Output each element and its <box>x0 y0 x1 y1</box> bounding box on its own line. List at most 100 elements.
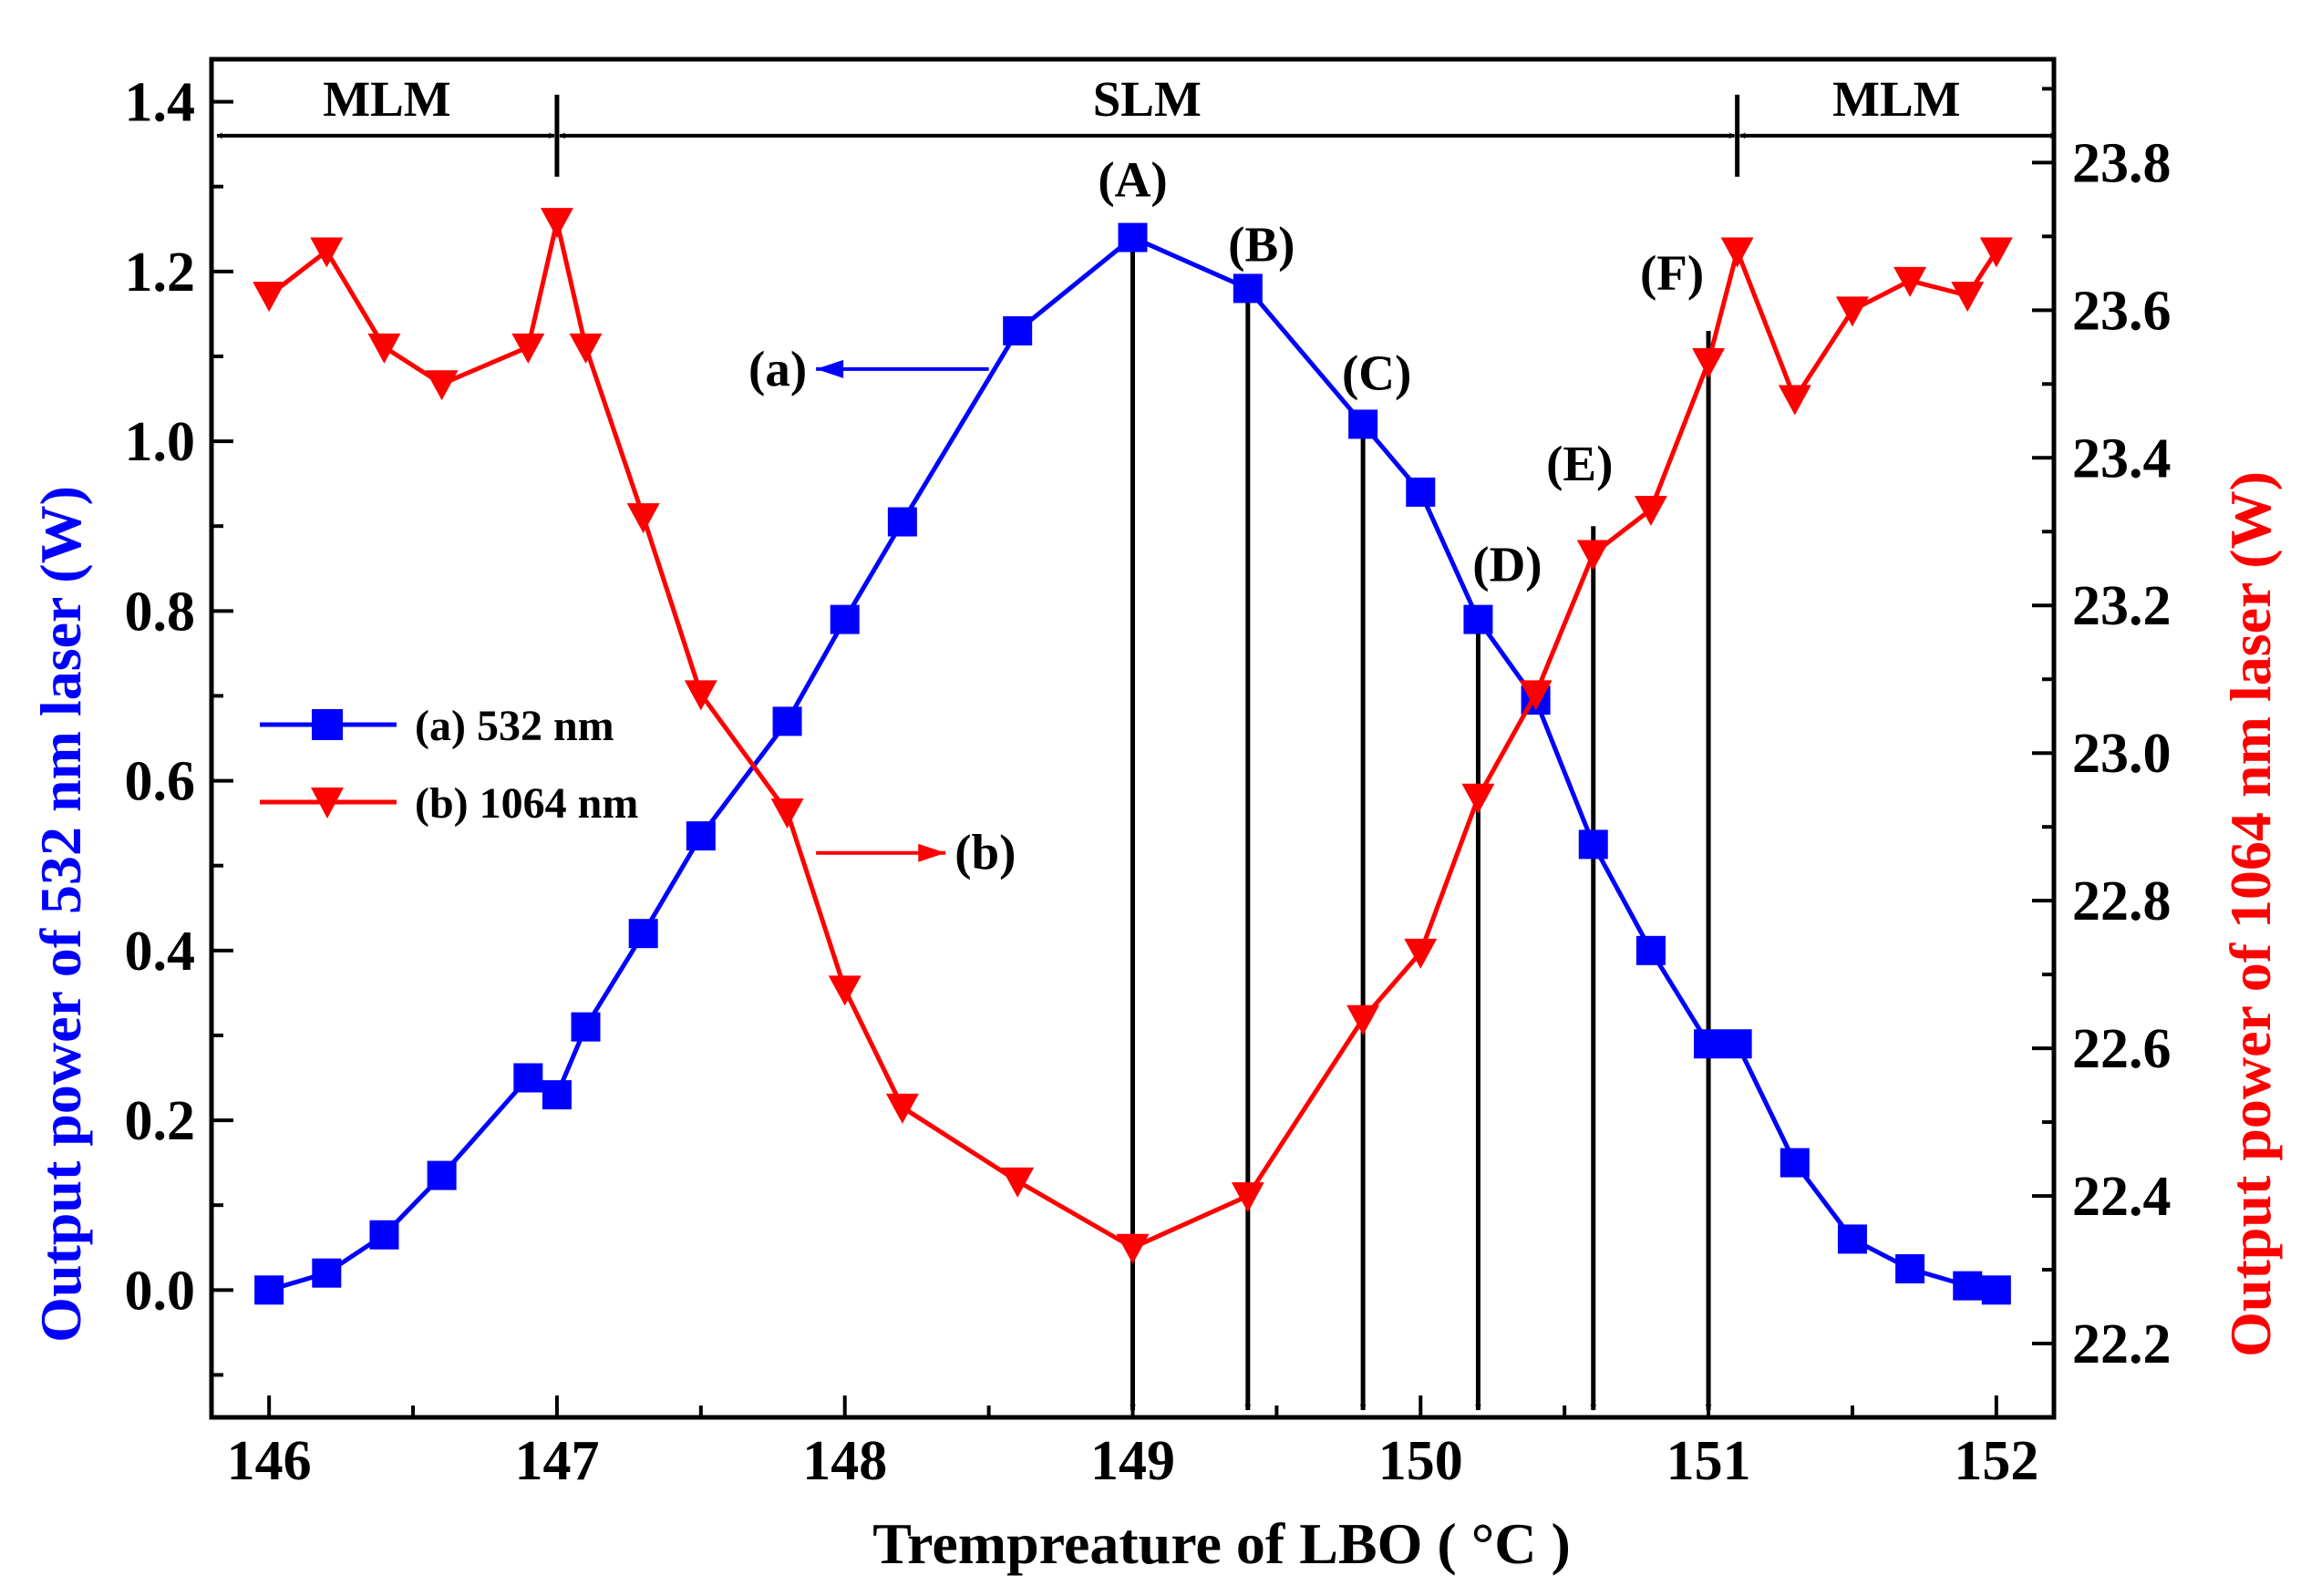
data-point-532 <box>1981 1275 2011 1305</box>
data-point-1064 <box>1576 540 1610 571</box>
marker-label: (E) <box>1546 436 1613 491</box>
legend-label-b: (b) 1064 nm <box>415 779 638 828</box>
data-point-532 <box>571 1012 601 1042</box>
y-axis-right-title: Output power of 1064 nm laser (W) <box>2218 471 2283 1357</box>
pointer-arrow-head <box>918 843 946 862</box>
data-point-1064 <box>684 680 717 711</box>
y-left-tick-label: 1.2 <box>125 242 196 304</box>
x-tick-label: 150 <box>1378 1430 1463 1492</box>
marker-label: (B) <box>1228 216 1295 272</box>
data-point-1064 <box>885 1093 919 1124</box>
data-point-532 <box>1463 604 1493 634</box>
y-left-tick-label: 0.6 <box>125 751 196 813</box>
y-left-tick-label: 0.0 <box>125 1260 196 1322</box>
data-point-1064 <box>1692 348 1726 379</box>
data-point-532 <box>513 1063 543 1093</box>
data-point-1064 <box>1835 296 1869 327</box>
data-point-532 <box>427 1160 457 1190</box>
y-left-tick-label: 0.8 <box>125 581 196 643</box>
y-right-tick-label: 22.4 <box>2072 1166 2172 1228</box>
data-point-1064 <box>540 208 573 239</box>
marker-label: (A) <box>1098 152 1167 208</box>
data-point-1064 <box>425 370 459 401</box>
data-point-1064 <box>253 282 286 313</box>
data-point-532 <box>1118 222 1148 252</box>
legend-entry-a: (a) 532 nm <box>260 702 614 750</box>
data-point-532 <box>1003 316 1033 345</box>
data-point-532 <box>1722 1029 1752 1059</box>
y-right-tick-label: 23.6 <box>2072 280 2172 342</box>
x-tick-label: 151 <box>1666 1430 1751 1492</box>
data-point-532 <box>1953 1271 1983 1301</box>
data-point-1064 <box>511 333 545 364</box>
y-right-tick-label: 23.2 <box>2072 575 2172 637</box>
y-left-tick-label: 0.2 <box>125 1090 196 1152</box>
data-point-532 <box>1895 1254 1925 1284</box>
region-label: SLM <box>1093 71 1202 127</box>
data-point-532 <box>1578 829 1608 860</box>
data-point-532 <box>312 1258 342 1288</box>
y-right-tick-label: 22.6 <box>2072 1018 2172 1080</box>
data-point-1064 <box>1519 680 1553 711</box>
data-point-532 <box>1780 1148 1810 1178</box>
data-point-1064 <box>1634 495 1667 526</box>
data-point-1064 <box>770 798 804 829</box>
legend-entry-b: (b) 1064 nm <box>260 779 638 828</box>
x-tick-label: 146 <box>227 1430 312 1492</box>
x-tick-label: 149 <box>1090 1430 1175 1492</box>
data-point-1064 <box>828 975 861 1006</box>
x-tick-label: 152 <box>1954 1430 2038 1492</box>
data-point-532 <box>830 604 860 634</box>
data-point-1064 <box>1231 1182 1264 1213</box>
x-axis-title: Trempreature of LBO ( °C ) <box>872 1511 1571 1576</box>
y-left-tick-label: 1.0 <box>125 411 196 473</box>
data-point-1064 <box>1404 938 1438 969</box>
y-left-tick-label: 1.4 <box>125 72 196 134</box>
y-right-tick-label: 23.8 <box>2072 132 2172 194</box>
data-point-1064 <box>1778 385 1811 416</box>
legend-square-marker <box>312 709 343 740</box>
data-point-532 <box>542 1080 572 1110</box>
data-point-532 <box>254 1275 284 1305</box>
marker-label: (F) <box>1640 245 1704 301</box>
marker-label: (D) <box>1472 537 1542 592</box>
data-point-532 <box>1635 935 1666 965</box>
data-point-1064 <box>1461 783 1495 814</box>
data-point-532 <box>1837 1224 1867 1254</box>
y-left-tick-label: 0.4 <box>125 921 196 983</box>
pointer-label: (a) <box>748 341 807 396</box>
data-point-1064 <box>1720 237 1754 268</box>
data-point-532 <box>686 821 716 851</box>
data-point-532 <box>369 1220 399 1250</box>
data-point-532 <box>1233 273 1263 304</box>
data-point-1064 <box>1893 266 1927 297</box>
marker-label: (C) <box>1342 345 1411 400</box>
plot-area: 146 147 148 149 150 151 152 0.0 0.2 0.4 0.6 0.8 1.0 1… <box>125 57 2172 1492</box>
legend-label-a: (a) 532 nm <box>415 702 614 750</box>
legend: (a) 532 nm (b) 1064 nm <box>260 702 638 828</box>
series-line-b <box>267 219 1998 1251</box>
data-point-1064 <box>1116 1233 1150 1264</box>
data-point-1064 <box>626 503 660 534</box>
data-point-532 <box>1694 1029 1724 1059</box>
region-label: MLM <box>1832 71 1961 127</box>
data-point-1064 <box>1979 237 2013 268</box>
region-label: MLM <box>323 71 451 127</box>
data-point-1064 <box>1346 1004 1380 1035</box>
pointer-arrow-head <box>816 359 844 378</box>
data-point-532 <box>628 919 658 949</box>
data-point-532 <box>1406 477 1436 507</box>
data-point-1064 <box>1951 282 1985 313</box>
legend-triangle-marker <box>311 788 344 819</box>
x-tick-label: 147 <box>514 1430 599 1492</box>
data-point-532 <box>1348 409 1378 439</box>
data-point-1064 <box>1001 1167 1035 1198</box>
x-tick-label: 148 <box>802 1430 887 1492</box>
y-right-tick-label: 23.4 <box>2072 427 2172 489</box>
data-point-1064 <box>569 333 603 364</box>
y-right-tick-label: 23.0 <box>2072 723 2172 785</box>
data-point-532 <box>772 706 802 736</box>
y-right-tick-label: 22.2 <box>2072 1313 2172 1375</box>
data-point-1064 <box>367 333 401 364</box>
